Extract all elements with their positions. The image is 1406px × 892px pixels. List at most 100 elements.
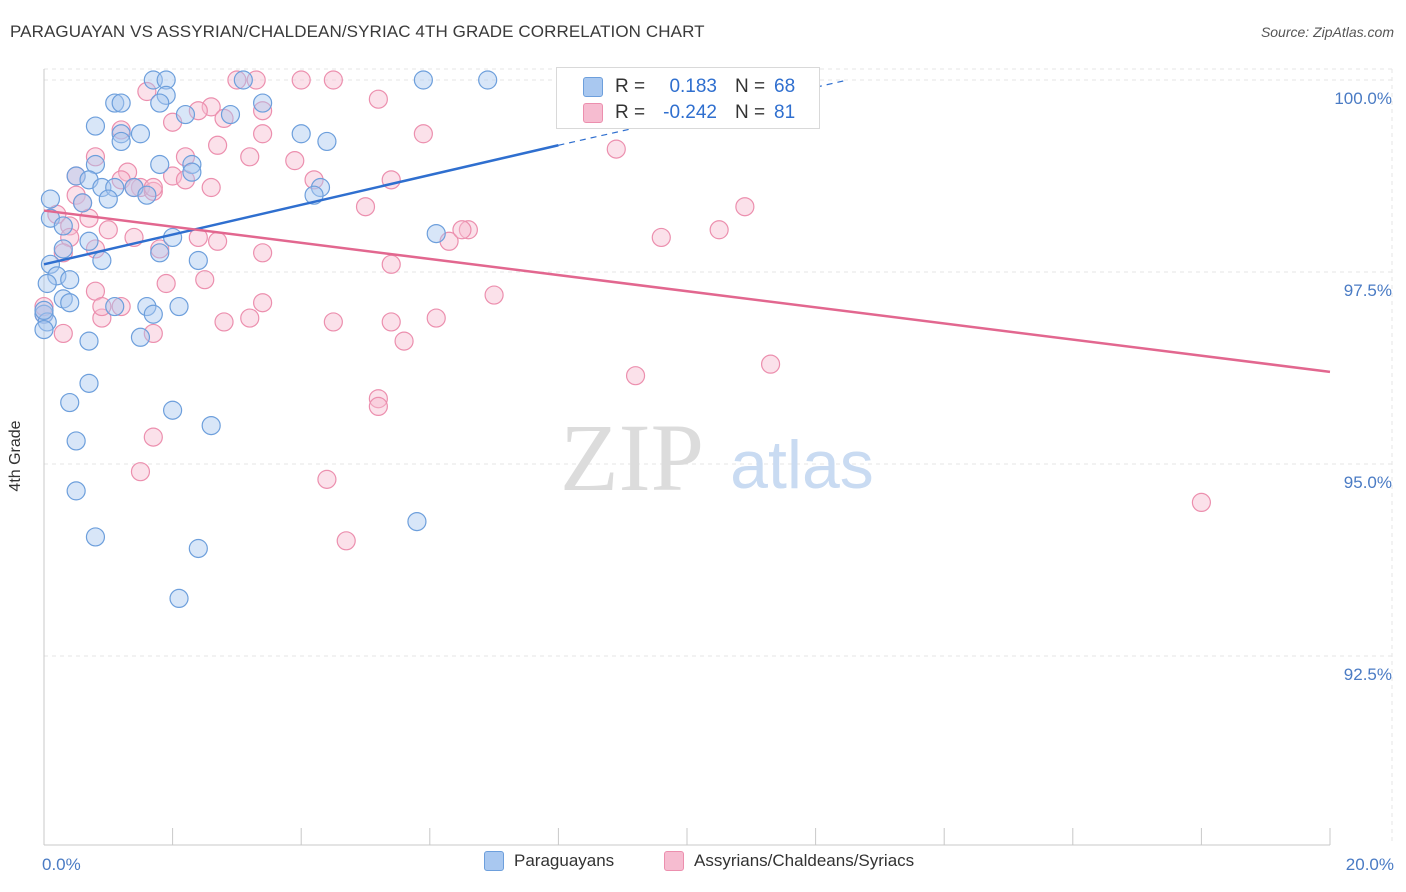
y-tick-label: 95.0% [1344, 473, 1392, 492]
pink-point [484, 285, 504, 305]
n-value: 81 [774, 102, 796, 123]
blue-point [53, 239, 73, 259]
r-label: R = [615, 76, 646, 97]
blue-point [156, 85, 176, 105]
blue-point [426, 224, 446, 244]
pink-point [208, 135, 228, 155]
legend-item-paraguayans[interactable]: Paraguayans [484, 851, 614, 871]
legend-label: Paraguayans [514, 851, 615, 870]
chart-source: Source: ZipAtlas.com [1260, 24, 1394, 40]
watermark-atlas: atlas [730, 427, 874, 503]
pink-point [381, 254, 401, 274]
blue-point [188, 250, 208, 271]
blue-point [105, 93, 125, 113]
pink-point [143, 323, 163, 344]
blue-point [40, 189, 61, 209]
pink-point [368, 396, 388, 416]
blue-point [111, 124, 131, 144]
grid [44, 68, 1393, 845]
blue-point [37, 312, 57, 332]
pink-point [709, 220, 729, 240]
blue-point [407, 511, 427, 532]
pink-point [355, 197, 376, 217]
blue-point [85, 116, 106, 136]
y-tick-label: 100.0% [1334, 89, 1392, 108]
blue-point [201, 416, 221, 436]
pink-point [323, 312, 343, 332]
pink-point [85, 147, 106, 167]
blue-point [233, 70, 253, 90]
blue-point [317, 131, 337, 152]
blue-point [66, 431, 86, 451]
blue-point [34, 300, 54, 320]
legend-label: Assyrians/Chaldeans/Syriacs [694, 851, 915, 870]
blue-point [40, 254, 61, 274]
blue-point [413, 70, 433, 90]
pink-point [458, 220, 478, 240]
watermark-zip: ZIP [560, 404, 704, 511]
blue-point [79, 373, 99, 393]
blue-point [150, 93, 170, 113]
chart-legend: Paraguayans Assyrians/Chaldeans/Syriacs [0, 851, 1406, 877]
pink-point [92, 308, 112, 328]
pink-point [163, 166, 183, 186]
blue-point [253, 93, 273, 113]
r-value: -0.242 [663, 102, 717, 123]
pink-point [60, 216, 80, 236]
blue-point [66, 481, 86, 501]
blue-point [111, 131, 131, 152]
blue-point [478, 70, 498, 90]
pink-point [304, 170, 324, 190]
blue-point [175, 104, 196, 125]
blue-point [105, 296, 125, 317]
blue-point [291, 124, 311, 144]
r-label: R = [615, 102, 646, 123]
legend-swatch-pink [664, 851, 684, 871]
blue-point [47, 266, 67, 286]
chart-title: PARAGUAYAN VS ASSYRIAN/CHALDEAN/SYRIAC 4… [10, 22, 705, 41]
trend-line-paraguayans [43, 144, 559, 266]
blue-point [169, 588, 189, 609]
blue-point [79, 331, 99, 351]
pink-point [53, 323, 73, 344]
pink-point [253, 101, 273, 121]
blue-point [98, 189, 118, 209]
pink-point [201, 97, 221, 117]
pink-point [143, 177, 163, 198]
pink-point [760, 354, 781, 374]
r-value: 0.183 [669, 76, 717, 97]
pink-point [323, 70, 343, 90]
blue-point [34, 320, 54, 340]
pink-point [291, 70, 311, 90]
blue-point [137, 296, 157, 317]
pink-point [137, 81, 157, 102]
blue-point [169, 296, 189, 317]
y-tick-label: 97.5% [1344, 281, 1392, 300]
blue-point [130, 327, 151, 347]
trend-line-assyrians [43, 209, 1331, 374]
blue-point [182, 154, 202, 175]
pink-point [188, 101, 208, 121]
pink-point [735, 197, 755, 217]
n-value: 68 [774, 76, 796, 97]
pink-point [143, 427, 163, 447]
blue-point [163, 400, 183, 420]
pink-point [625, 366, 646, 386]
stats-row-assyrians: R = -0.242 N = 81 [557, 100, 819, 126]
pink-point [394, 331, 414, 351]
blue-point [188, 538, 208, 559]
blue-point [105, 177, 125, 198]
pink-point [368, 89, 388, 109]
stats-row-paraguayans: R = 0.183 N = 68 [557, 74, 819, 100]
legend-item-assyrians[interactable]: Assyrians/Chaldeans/Syriacs [664, 851, 914, 871]
pink-point [98, 220, 118, 240]
blue-point [92, 250, 112, 271]
blue-point [150, 243, 170, 263]
x-tick-label: 20.0% [1346, 855, 1394, 874]
pink-point [336, 531, 356, 551]
pink-point [195, 270, 215, 290]
tick-labels: 100.0% 97.5% 95.0% 92.5% 0.0% 20.0% [42, 89, 1394, 874]
pink-point [130, 462, 151, 482]
blue-point [60, 293, 80, 313]
